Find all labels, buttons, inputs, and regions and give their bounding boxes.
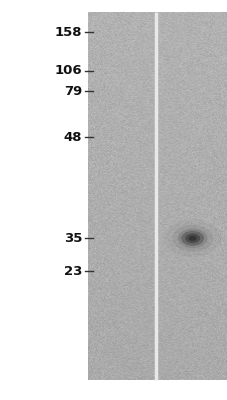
Ellipse shape <box>177 228 207 248</box>
Ellipse shape <box>163 220 220 257</box>
Ellipse shape <box>171 225 212 252</box>
Ellipse shape <box>184 234 199 243</box>
Text: 106: 106 <box>54 64 82 77</box>
Ellipse shape <box>188 236 196 241</box>
Text: 158: 158 <box>54 26 82 39</box>
Text: 23: 23 <box>63 265 82 278</box>
Ellipse shape <box>180 231 203 246</box>
Text: 79: 79 <box>64 85 82 98</box>
Text: 48: 48 <box>63 131 82 144</box>
Text: 35: 35 <box>63 232 82 245</box>
